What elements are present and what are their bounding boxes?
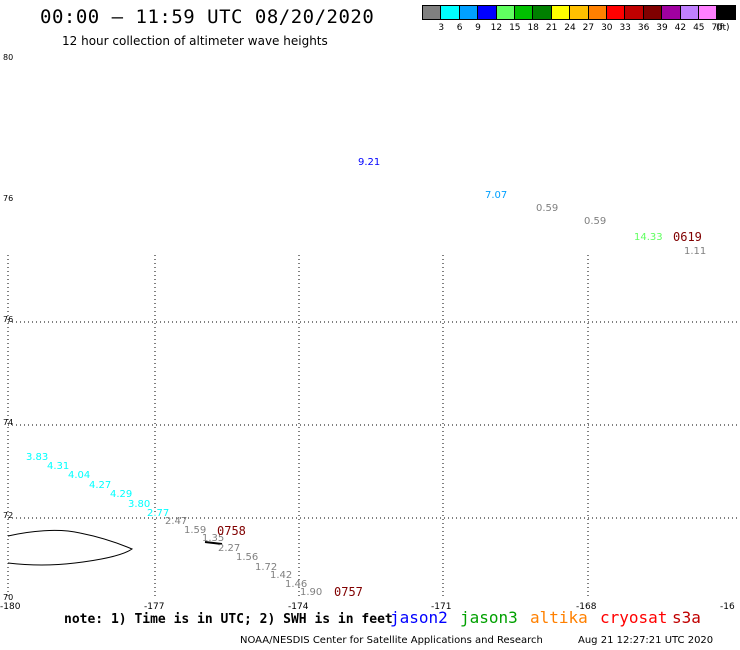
wave-height-label: 14.33 (634, 232, 663, 243)
colorbar-label: 21 (545, 23, 558, 33)
wave-height-label: 3.83 (26, 452, 48, 463)
satellite-cryosat: cryosat (600, 608, 668, 627)
footer-credit: NOAA/NESDIS Center for Satellite Applica… (240, 635, 543, 646)
wave-height-label: 1.59 (184, 525, 206, 536)
wave-height-label: 4.04 (68, 470, 90, 481)
satellite-jason3: jason3 (460, 608, 518, 627)
wave-height-label: 4.29 (110, 489, 132, 500)
colorbar-unit: (ft) (716, 23, 730, 33)
lon-label: -168 (576, 602, 597, 612)
colorbar-label: 30 (601, 23, 613, 33)
lon-label: -171 (431, 602, 451, 612)
page-subtitle: 12 hour collection of altimeter wave hei… (62, 34, 328, 48)
lat-label: 72 (3, 511, 13, 520)
wave-height-label: 4.31 (47, 461, 69, 472)
satellite-s3a: s3a (672, 608, 701, 627)
colorbar-label: 3 (438, 23, 445, 33)
wave-height-label: 2.77 (147, 508, 169, 519)
satellite-altika: altika (530, 608, 588, 627)
colorbar-label: 27 (582, 23, 595, 33)
wave-height-label: 1.56 (236, 552, 258, 563)
colorbar-label: 36 (637, 23, 650, 33)
wave-height-label: 9.21 (358, 157, 380, 168)
lon-label: -180 (0, 602, 21, 612)
wave-height-label: 1.90 (300, 587, 322, 598)
wave-height-label: 7.07 (485, 190, 507, 201)
colorbar-swatch (716, 5, 736, 20)
colorbar-label: 24 (564, 23, 576, 33)
wave-height-label: 1.46 (285, 579, 307, 590)
page-title: 00:00 – 11:59 UTC 08/20/2020 (40, 6, 375, 28)
wave-height-label: 0.59 (584, 216, 606, 227)
lat-label: 76 (3, 315, 13, 324)
colorbar-label: 70 (711, 23, 723, 33)
colorbar-label: 6 (456, 23, 463, 33)
pass-time-label: 0758 (217, 524, 246, 538)
coastline (7, 529, 223, 566)
colorbar-label: 42 (674, 23, 687, 33)
colorbar-label: 15 (509, 23, 521, 33)
axis-labels: 80 76 76 74 72 70-180 -177 -174 -171 -168 -16 (0, 53, 735, 612)
lon-label: -174 (288, 602, 309, 612)
pass-time-label: 0619 (673, 230, 702, 244)
colorbar-label: 39 (656, 23, 668, 33)
colorbar-label: 9 (475, 23, 481, 33)
lon-label: -16 (720, 602, 735, 612)
wave-height-label: 1.72 (255, 562, 277, 573)
colorbar-label: 33 (619, 23, 631, 33)
pass-times: 0619 0758 0757 (217, 230, 702, 599)
wave-height-label: 1.11 (684, 246, 706, 257)
colorbar-label: 45 (693, 23, 705, 33)
wave-height-label: 0.59 (536, 203, 558, 214)
footer-note: note: 1) Time is in UTC; 2) SWH is in fe… (64, 612, 393, 627)
lon-label: -177 (144, 602, 164, 612)
observations: 9.217.070.590.5914.331.113.834.314.044.2… (26, 157, 706, 598)
lat-label: 70 (3, 593, 13, 602)
wave-height-label: 3.80 (128, 499, 150, 510)
colorbar-label: 12 (490, 23, 503, 33)
wave-height-label: 1.42 (270, 570, 292, 581)
lat-label: 80 (3, 53, 13, 62)
wave-height-label: 4.27 (89, 480, 111, 491)
satellite-jason2: jason2 (390, 608, 448, 627)
wave-height-label: 1.35 (202, 533, 224, 544)
wave-height-label: 2.47 (165, 516, 187, 527)
colorbar-label: 18 (527, 23, 539, 33)
footer-timestamp: Aug 21 12:27:21 UTC 2020 (578, 635, 714, 646)
lat-label: 74 (3, 418, 13, 427)
lat-label: 76 (3, 194, 13, 203)
graticule (7, 255, 740, 598)
pass-time-label: 0757 (334, 585, 363, 599)
wave-height-label: 2.27 (218, 543, 240, 554)
